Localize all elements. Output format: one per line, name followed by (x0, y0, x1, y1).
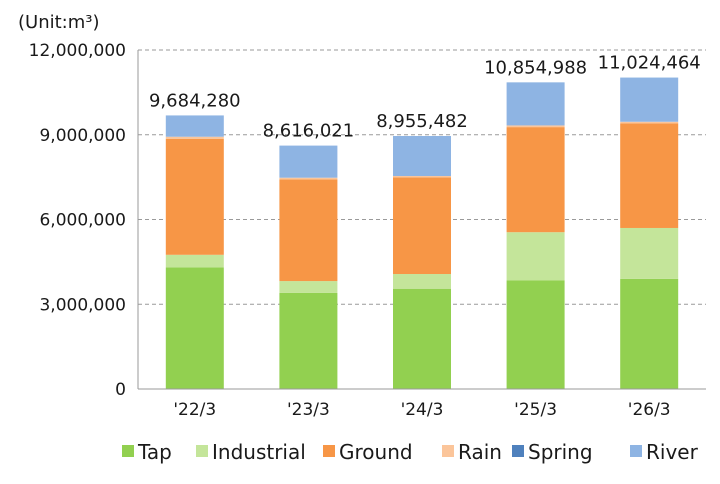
legend-label: Industrial (212, 440, 306, 464)
bar-segment-industrial (393, 274, 451, 289)
bars (165, 77, 679, 389)
legend-label: Tap (137, 440, 172, 464)
total-label: 8,616,021 (263, 121, 355, 142)
bar-segment-tap (279, 292, 338, 389)
bar-segment-river (620, 77, 679, 122)
total-label: 10,854,988 (484, 57, 587, 78)
bar-segment-river (393, 136, 451, 176)
bar-segment-river (506, 82, 565, 126)
legend-label: Spring (528, 440, 593, 464)
bar-segment-rain (506, 125, 565, 128)
bar-segment-industrial (279, 281, 338, 293)
legend: Tap Industrial Ground Rain Spring River (122, 440, 699, 464)
bar-segment-rain (620, 121, 679, 124)
bar-segment-tap (165, 267, 224, 389)
legend-swatch-ground (323, 445, 335, 457)
bar-segment-river (165, 115, 224, 137)
y-tick-label: 12,000,000 (29, 41, 126, 61)
legend-swatch-spring (512, 445, 524, 457)
bar-segment-rain (393, 175, 451, 178)
bar-segment-river (279, 145, 338, 178)
bar-segment-rain (165, 136, 224, 139)
legend-swatch-tap (122, 445, 134, 457)
legend-swatch-industrial (196, 445, 208, 457)
bar-segment-ground (165, 138, 224, 255)
bar-segment-tap (506, 280, 565, 389)
total-label: 8,955,482 (376, 111, 468, 132)
x-tick-label: '22/3 (173, 400, 216, 420)
legend-label: Rain (458, 440, 502, 464)
bar-segment-rain (279, 177, 338, 180)
bar-segment-industrial (506, 232, 565, 281)
unit-label: (Unit:m³) (18, 12, 100, 33)
total-label: 11,024,464 (598, 53, 701, 74)
axes: 0 3,000,000 6,000,000 9,000,000 12,000,000 '2… (29, 41, 706, 420)
legend-label: River (646, 440, 699, 464)
legend-label: Ground (339, 440, 413, 464)
legend-swatch-rain (442, 445, 454, 457)
bar-segment-tap (393, 288, 451, 389)
y-tick-label: 0 (115, 380, 126, 400)
x-tick-label: '26/3 (628, 400, 671, 420)
bar-segment-industrial (165, 254, 224, 268)
y-tick-label: 9,000,000 (39, 126, 126, 146)
bar-segment-ground (506, 127, 565, 233)
data-labels: 9,684,280 8,616,021 8,955,482 10,854,988 11,… (149, 53, 701, 142)
x-tick-label: '25/3 (514, 400, 557, 420)
x-tick-label: '24/3 (401, 400, 444, 420)
y-tick-label: 6,000,000 (39, 211, 126, 231)
bar-segment-tap (620, 278, 679, 389)
bar-segment-industrial (620, 227, 679, 279)
bar-segment-ground (393, 177, 451, 275)
total-label: 9,684,280 (149, 90, 241, 111)
x-tick-label: '23/3 (287, 400, 330, 420)
y-tick-label: 3,000,000 (39, 295, 126, 315)
bar-segment-ground (620, 123, 679, 228)
legend-swatch-river (630, 445, 642, 457)
bar-segment-ground (279, 179, 338, 282)
